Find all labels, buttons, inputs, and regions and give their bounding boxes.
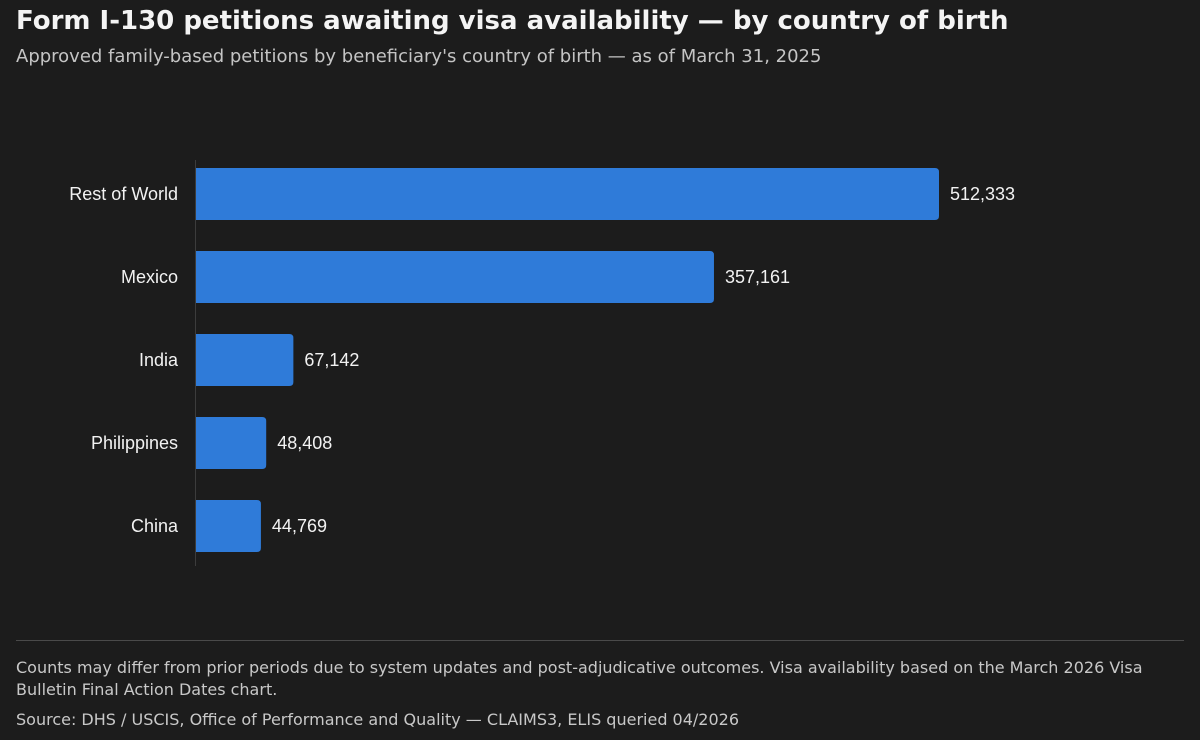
bars-group: Rest of World 512,333 Mexico 357,161 India 67…	[69, 168, 1015, 552]
bar-china	[196, 500, 261, 552]
value-label-mexico: 357,161	[725, 267, 790, 287]
footnote: Counts may differ from prior periods due…	[16, 658, 1143, 699]
source-note: Source: DHS / USCIS, Office of Performan…	[16, 710, 740, 729]
chart-subtitle: Approved family-based petitions by benef…	[16, 46, 822, 67]
bar-india	[196, 334, 294, 386]
bar-rest-of-world	[196, 168, 939, 220]
category-label-china: China	[131, 516, 179, 536]
category-label-philippines: Philippines	[91, 433, 178, 453]
chart-title: Form I-130 petitions awaiting visa avail…	[16, 6, 1009, 36]
value-label-rest-of-world: 512,333	[950, 184, 1015, 204]
bar-philippines	[196, 417, 267, 469]
category-label-india: India	[139, 350, 179, 370]
value-label-china: 44,769	[272, 516, 327, 536]
value-label-philippines: 48,408	[277, 433, 332, 453]
category-label-rest-of-world: Rest of World	[69, 184, 178, 204]
value-label-india: 67,142	[304, 350, 359, 370]
footer-divider	[16, 640, 1184, 641]
bar-chart: Rest of World 512,333 Mexico 357,161 India 67…	[69, 160, 1015, 566]
bar-mexico	[196, 251, 714, 303]
category-label-mexico: Mexico	[121, 267, 178, 287]
